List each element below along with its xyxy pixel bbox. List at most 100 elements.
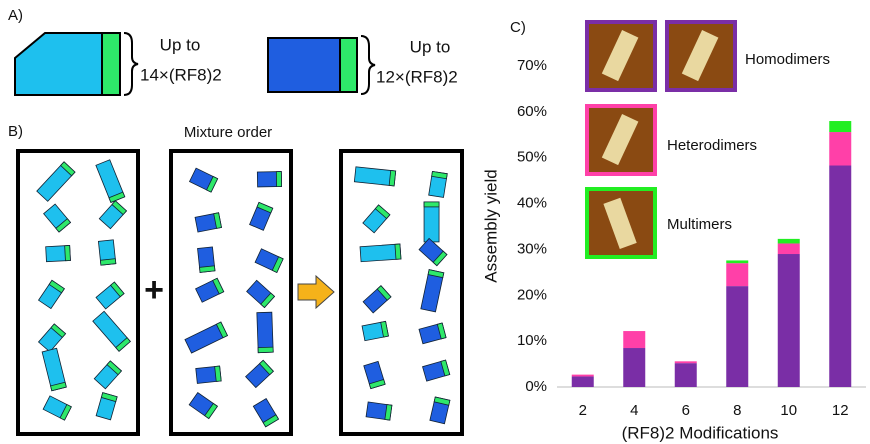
piece-band — [376, 285, 392, 301]
piece-band — [271, 256, 284, 274]
piece — [42, 395, 72, 421]
y-tick-label: 40% — [517, 195, 547, 212]
piece-band — [111, 200, 128, 216]
piece-band — [427, 269, 445, 279]
piece-band — [50, 381, 67, 392]
piece-band — [212, 277, 225, 295]
pieces — [36, 159, 451, 428]
bar-segment — [674, 363, 697, 387]
piece-band — [199, 265, 216, 273]
piece — [195, 365, 222, 384]
piece — [256, 311, 274, 354]
piece — [41, 347, 67, 392]
legend-label: Heterodimers — [667, 137, 757, 154]
piece-band — [55, 218, 72, 233]
bar-segment — [571, 374, 594, 377]
piece-band — [215, 321, 228, 339]
x-tick-label: 6 — [682, 402, 690, 419]
count: 14×(RF8)2 — [140, 65, 222, 84]
piece-band — [388, 170, 397, 187]
up-to: Up to — [410, 37, 451, 56]
piece-band — [258, 359, 274, 376]
piece — [252, 397, 280, 428]
piece — [418, 322, 447, 345]
bar-segment — [623, 348, 646, 387]
legend-image-feature — [601, 30, 639, 82]
bar-segment — [674, 361, 697, 364]
piece — [246, 279, 276, 309]
y-tick-label: 10% — [517, 332, 547, 349]
y-tick-label: 50% — [517, 149, 547, 166]
bar-segment — [623, 331, 646, 349]
piece — [95, 159, 126, 203]
piece — [95, 281, 125, 310]
brace — [123, 32, 139, 96]
piece-band — [432, 250, 448, 267]
bar-segment — [829, 165, 852, 387]
piece — [95, 392, 118, 421]
piece-band — [257, 346, 274, 354]
piece — [36, 161, 76, 202]
count: 12×(RF8)2 — [376, 67, 458, 86]
piece-band — [60, 161, 76, 177]
bar-segment — [571, 376, 594, 387]
piece — [184, 321, 228, 354]
box — [339, 149, 464, 436]
piece — [423, 201, 440, 243]
piece-band — [440, 359, 451, 377]
piece — [363, 360, 386, 390]
piece — [365, 401, 393, 421]
piece — [362, 285, 392, 314]
panel-label: C) — [510, 19, 526, 36]
legend-label: Multimers — [667, 216, 732, 233]
piece-band — [110, 281, 125, 298]
y-tick-label: 30% — [517, 240, 547, 257]
x-tick-label: 2 — [579, 402, 587, 419]
piece — [429, 396, 451, 425]
piece — [45, 245, 71, 263]
piece-band — [213, 212, 222, 229]
piece-band — [48, 279, 65, 294]
piece-band — [262, 414, 280, 428]
y-axis-title: Assembly yield — [481, 169, 500, 282]
chart: C) (RF8)2 Modifications Assembly yield 0… — [481, 19, 866, 442]
piece-band — [384, 404, 393, 421]
bar-segment — [726, 263, 749, 287]
piece-band — [436, 322, 447, 340]
shape-band — [101, 32, 121, 96]
bar-segment — [777, 238, 800, 244]
piece — [245, 359, 274, 389]
piece-band — [64, 245, 71, 262]
piece-band — [374, 204, 391, 220]
bar-segment — [726, 260, 749, 264]
piece-band — [206, 175, 219, 193]
plus: + — [144, 271, 164, 309]
bar-segment — [777, 254, 800, 387]
x-tick-label: 10 — [780, 402, 797, 419]
piece — [256, 171, 282, 188]
piece-band — [433, 396, 451, 406]
piece — [37, 323, 67, 353]
piece — [359, 243, 402, 263]
piece-band — [115, 337, 131, 352]
piece — [43, 203, 72, 233]
piece — [188, 167, 219, 193]
up-to: Up to — [160, 35, 201, 54]
bar-segment — [829, 121, 852, 133]
x-tick-label: 12 — [832, 402, 849, 419]
piece — [92, 310, 131, 352]
piece-band — [275, 171, 282, 188]
legend-label: Homodimers — [745, 51, 830, 68]
piece-band — [59, 403, 72, 421]
x-axis-title: (RF8)2 Modifications — [622, 423, 779, 442]
bar-segment — [829, 132, 852, 166]
piece-band — [394, 243, 402, 260]
bar-segment — [777, 243, 800, 255]
piece-band — [50, 323, 67, 339]
piece — [420, 269, 445, 313]
legend-image-feature — [681, 30, 719, 82]
panel-label: A) — [8, 7, 23, 24]
piece-band — [423, 201, 440, 208]
y-tick-label: 60% — [517, 103, 547, 120]
piece — [93, 360, 123, 390]
